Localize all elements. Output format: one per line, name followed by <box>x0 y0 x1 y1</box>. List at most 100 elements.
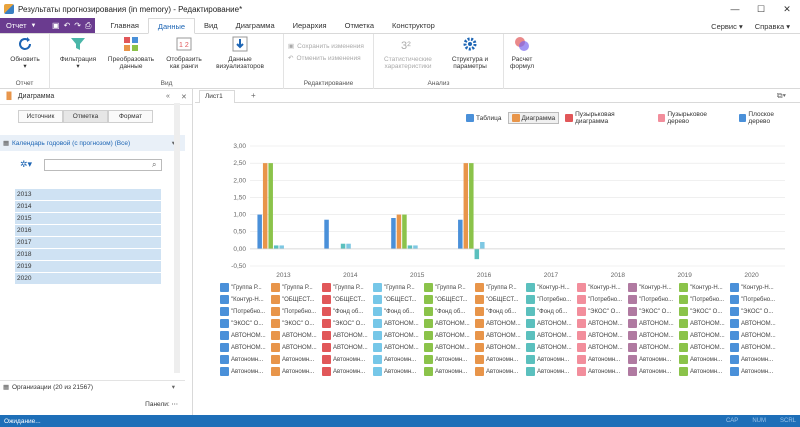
legend-item[interactable]: "Контур-Н... <box>577 283 628 292</box>
report-menu-button[interactable]: Отчет ▼ <box>0 18 50 33</box>
legend-item[interactable]: "Потребно... <box>628 295 679 304</box>
legend-item[interactable]: АВТОНОМ... <box>526 331 577 340</box>
legend-item[interactable]: Автономн... <box>475 367 526 376</box>
legend-item[interactable]: АВТОНОМ... <box>475 319 526 328</box>
legend-item[interactable]: "ОБЩЕСТ... <box>475 295 526 304</box>
legend-item[interactable]: "Фонд об... <box>475 307 526 316</box>
list-item[interactable]: 2016 <box>15 225 161 237</box>
legend-item[interactable]: АВТОНОМ... <box>730 343 781 352</box>
close-icon[interactable]: ✕ <box>783 3 791 14</box>
print-icon[interactable]: ⎙ <box>84 20 92 30</box>
legend-item[interactable]: АВТОНОМ... <box>730 319 781 328</box>
legend-item[interactable]: АВТОНОМ... <box>322 331 373 340</box>
legend-item[interactable]: АВТОНОМ... <box>271 343 322 352</box>
legend-item[interactable]: АВТОНОМ... <box>679 331 730 340</box>
filter-button[interactable]: Фильтрация ▾ <box>56 36 100 70</box>
legend-item[interactable]: АВТОНОМ... <box>526 343 577 352</box>
treemap-button[interactable]: Плоское дерево <box>735 111 800 125</box>
legend-item[interactable]: "Потребно... <box>679 295 730 304</box>
legend-item[interactable]: "ЭКОС" О... <box>730 307 781 316</box>
legend-item[interactable]: "ЭКОС" О... <box>220 319 271 328</box>
legend-item[interactable]: Автономн... <box>271 355 322 364</box>
legend-item[interactable]: АВТОНОМ... <box>628 319 679 328</box>
legend-item[interactable]: "ОБЩЕСТ... <box>271 295 322 304</box>
legend-item[interactable]: АВТОНОМ... <box>628 343 679 352</box>
legend-item[interactable]: Автономн... <box>628 355 679 364</box>
legend-item[interactable]: "ОБЩЕСТ... <box>373 295 424 304</box>
legend-item[interactable]: Автономн... <box>271 367 322 376</box>
legend-item[interactable]: "ЭКОС" О... <box>628 307 679 316</box>
legend-item[interactable]: АВТОНОМ... <box>424 319 475 328</box>
service-menu[interactable]: Сервис ▾ <box>711 21 743 31</box>
tab-view[interactable]: Вид <box>204 20 218 30</box>
legend-item[interactable]: АВТОНОМ... <box>679 319 730 328</box>
legend-item[interactable]: Автономн... <box>628 367 679 376</box>
list-item[interactable]: 2020 <box>15 273 161 285</box>
list-item[interactable]: 2019 <box>15 261 161 273</box>
legend-item[interactable]: Автономн... <box>526 367 577 376</box>
scrollbar[interactable] <box>174 103 180 373</box>
legend-item[interactable]: "Потребно... <box>730 295 781 304</box>
tab-source[interactable]: Источник <box>18 110 63 123</box>
chart-view-button[interactable]: Диаграмма <box>507 112 560 124</box>
legend-item[interactable]: АВТОНОМ... <box>373 331 424 340</box>
viz-data-button[interactable]: Данные визуализаторов <box>210 36 270 70</box>
legend-item[interactable]: "Потребно... <box>526 295 577 304</box>
legend-item[interactable]: АВТОНОМ... <box>220 343 271 352</box>
legend-item[interactable]: "Группа Р... <box>322 283 373 292</box>
maximize-icon[interactable]: ☐ <box>756 3 766 14</box>
legend-item[interactable]: "ОБЩЕСТ... <box>424 295 475 304</box>
search-input[interactable] <box>44 159 162 171</box>
calendar-dimension-row[interactable]: ▦ Календарь годовой (с прогнозом) (Все) … <box>0 135 185 151</box>
legend-item[interactable]: Автономн... <box>220 367 271 376</box>
legend-item[interactable]: АВТОНОМ... <box>577 343 628 352</box>
legend-item[interactable]: "Потребно... <box>577 295 628 304</box>
legend-item[interactable]: "ЭКОС" О... <box>271 319 322 328</box>
refresh-button[interactable]: Обновить ▾ <box>4 36 46 70</box>
save-icon[interactable]: ▣ <box>52 21 60 30</box>
legend-item[interactable]: Автономн... <box>322 367 373 376</box>
legend-item[interactable]: Автономн... <box>373 367 424 376</box>
legend-item[interactable]: АВТОНОМ... <box>628 331 679 340</box>
help-menu[interactable]: Справка ▾ <box>754 21 790 31</box>
tab-data[interactable]: Данные <box>147 17 196 34</box>
legend-item[interactable]: "ЭКОС" О... <box>322 319 373 328</box>
legend-item[interactable]: АВТОНОМ... <box>730 331 781 340</box>
legend-item[interactable]: АВТОНОМ... <box>271 331 322 340</box>
legend-item[interactable]: Автономн... <box>679 355 730 364</box>
legend-item[interactable]: АВТОНОМ... <box>373 343 424 352</box>
table-view-button[interactable]: Таблица <box>462 112 506 124</box>
legend-item[interactable]: "Группа Р... <box>271 283 322 292</box>
legend-item[interactable]: "Группа Р... <box>373 283 424 292</box>
legend-item[interactable]: "Группа Р... <box>424 283 475 292</box>
structure-button[interactable]: Структура и параметры <box>440 36 500 70</box>
formula-button[interactable]: Расчет формул <box>504 36 540 70</box>
legend-item[interactable]: Автономн... <box>577 367 628 376</box>
tab-designer[interactable]: Конструктор <box>392 20 435 30</box>
bubble-chart-button[interactable]: Пузырьковая диаграмма <box>561 111 651 125</box>
list-item[interactable]: 2017 <box>15 237 161 249</box>
legend-item[interactable]: АВТОНОМ... <box>679 343 730 352</box>
legend-item[interactable]: Автономн... <box>577 355 628 364</box>
legend-item[interactable]: Автономн... <box>730 355 781 364</box>
tab-selection[interactable]: Отметка <box>63 110 108 123</box>
legend-item[interactable]: Автономн... <box>526 355 577 364</box>
legend-item[interactable]: Автономн... <box>730 367 781 376</box>
legend-item[interactable]: "Фонд об... <box>526 307 577 316</box>
legend-item[interactable]: Автономн... <box>220 355 271 364</box>
minimize-icon[interactable]: — <box>730 4 740 14</box>
legend-item[interactable]: "ЭКОС" О... <box>577 307 628 316</box>
list-item[interactable]: 2015 <box>15 213 161 225</box>
legend-item[interactable]: "Контур-Н... <box>526 283 577 292</box>
legend-item[interactable]: "Контур-Н... <box>628 283 679 292</box>
stat-button[interactable]: 3² Статистические характеристики <box>378 36 438 70</box>
undo-icon[interactable]: ↶ <box>63 21 71 30</box>
legend-item[interactable]: "Потребно... <box>271 307 322 316</box>
save-changes-button[interactable]: ▣ Сохранить изменения <box>288 42 364 51</box>
list-item[interactable]: 2018 <box>15 249 161 261</box>
org-dimension-row[interactable]: ▦ Организации (20 из 21567) ▾ <box>0 380 185 393</box>
window-layout-icon[interactable]: ⧉▾ <box>776 91 786 100</box>
list-item[interactable]: 2013 <box>15 189 161 201</box>
collapse-icon[interactable]: « <box>166 93 170 100</box>
legend-item[interactable]: "ЭКОС" О... <box>679 307 730 316</box>
